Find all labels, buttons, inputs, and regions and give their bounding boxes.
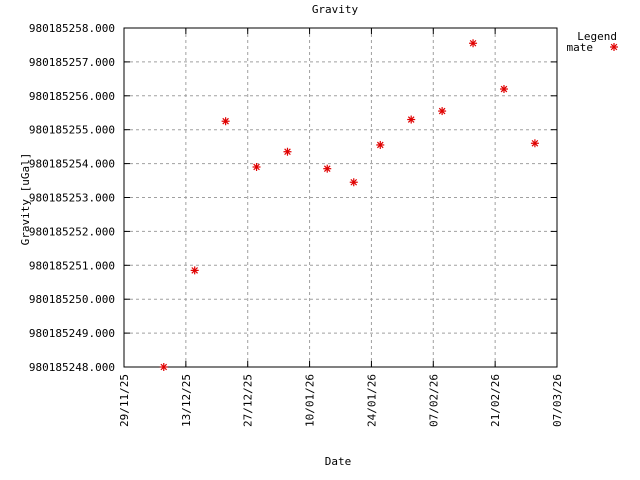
x-tick-label: 07/02/26 (427, 374, 440, 427)
y-tick-label: 980185248.000 (29, 361, 115, 374)
data-point (283, 147, 292, 156)
data-points (159, 39, 539, 371)
x-axis-label: Date (325, 455, 352, 468)
y-ticks: 980185248.000 980185249.000 980185250.000 9… (29, 22, 557, 374)
x-tick-label: 21/02/26 (489, 374, 502, 427)
data-point (376, 140, 385, 149)
data-point (499, 85, 508, 94)
y-tick-label: 980185257.000 (29, 56, 115, 69)
data-point (469, 39, 478, 48)
legend-title: Legend (577, 30, 617, 43)
data-point (159, 363, 168, 371)
chart-title: Gravity (312, 3, 359, 16)
legend-entry-marker (610, 43, 618, 51)
y-tick-label: 980185249.000 (29, 327, 115, 340)
y-tick-label: 980185251.000 (29, 259, 115, 272)
data-point (323, 164, 332, 173)
data-point (530, 139, 539, 148)
data-point (221, 117, 230, 126)
y-axis-label: Gravity [uGal] (19, 153, 32, 246)
data-point (438, 107, 447, 116)
grid (124, 28, 557, 367)
y-tick-label: 980185256.000 (29, 90, 115, 103)
y-tick-label: 980185252.000 (29, 225, 115, 238)
x-tick-label: 13/12/25 (180, 374, 193, 427)
legend: Legend mate (567, 30, 618, 54)
x-tick-label: 29/11/25 (118, 374, 131, 427)
y-tick-label: 980185255.000 (29, 124, 115, 137)
y-tick-label: 980185253.000 (29, 192, 115, 205)
y-tick-label: 980185254.000 (29, 158, 115, 171)
x-tick-label: 27/12/25 (242, 374, 255, 427)
x-tick-label: 07/03/26 (551, 374, 564, 427)
x-tick-label: 24/01/26 (365, 374, 378, 427)
x-ticks: 29/11/25 13/12/25 27/12/25 10/01/26 24/01/26… (118, 28, 564, 427)
y-tick-label: 980185258.000 (29, 22, 115, 35)
x-tick-label: 10/01/26 (304, 374, 317, 427)
legend-marker-star (610, 43, 618, 51)
data-point (252, 162, 261, 171)
legend-entry-label: mate (567, 41, 594, 54)
y-tick-label: 980185250.000 (29, 293, 115, 306)
data-point (349, 178, 358, 187)
data-point (190, 266, 199, 275)
data-point (407, 115, 416, 124)
